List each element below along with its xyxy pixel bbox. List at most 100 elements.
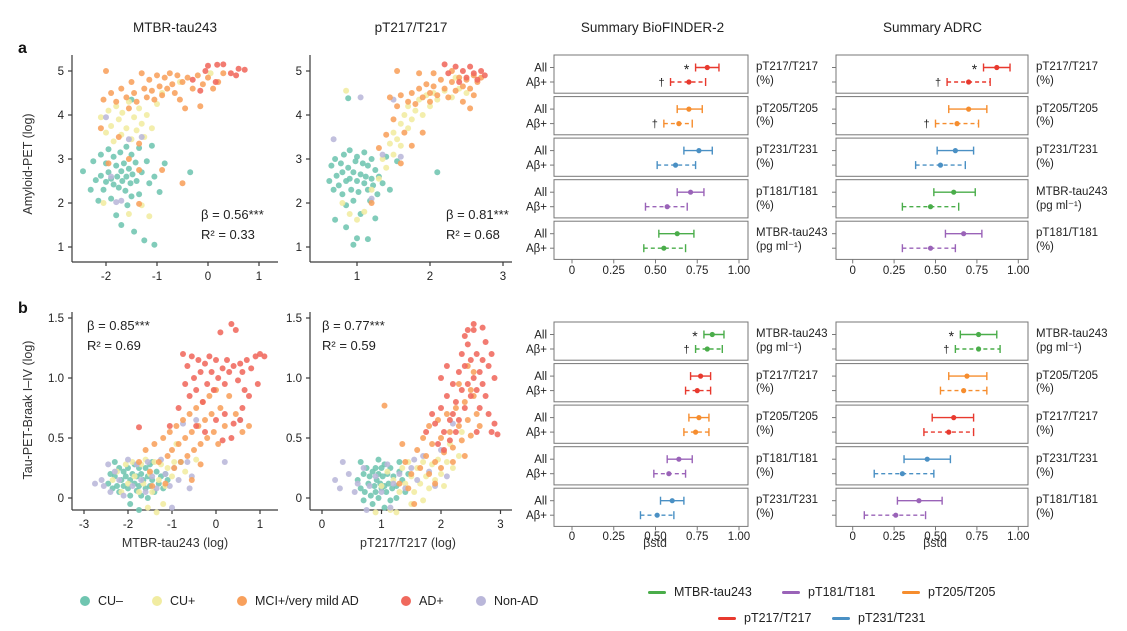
non_ad-dot-icon	[476, 596, 486, 606]
forest-row-label-pt181: pT181/T181 (%)	[756, 186, 818, 214]
biomarker-name: pT231/T231	[756, 144, 819, 157]
y-tick-label: 0	[58, 493, 64, 505]
forest-box	[553, 321, 749, 361]
x-tick-label: 1	[378, 519, 384, 531]
biomarker-unit: (%)	[1036, 157, 1054, 170]
forest-x-tick-label: 1.00	[1007, 531, 1029, 543]
legend-label: CU+	[170, 594, 196, 608]
xlabel-beta-std-adrc: βstd	[923, 536, 947, 550]
mci-dot-icon	[237, 596, 247, 606]
forest-b-biofinder2: All Aβ+ *† All Aβ+ All Aβ+ All Aβ+ All Aβ+ 0 0.25 0.5…	[526, 321, 750, 543]
significance-star: *	[692, 328, 698, 344]
r2-value: R² = 0.68	[446, 227, 500, 243]
y-tick-label: 1.0	[48, 373, 64, 385]
ylabel-amyloid-pet: Amyloid-PET (log)	[21, 113, 35, 215]
significance-dagger: †	[943, 344, 949, 356]
forest-box	[553, 137, 749, 177]
forest-row-label-pt181: pT181/T181 (%)	[1036, 494, 1098, 522]
biomarker-unit: (%)	[1036, 241, 1054, 254]
annotation-scatter-b-pt217: β = 0.77*** R² = 0.59	[322, 316, 385, 356]
legend-label: MCI+/very mild AD	[255, 594, 359, 608]
scatter-points-mci	[381, 363, 483, 507]
scatter-points-cu_minus	[80, 96, 194, 248]
legend-label: Non-AD	[494, 594, 539, 608]
y-tick-label: 1.5	[286, 313, 302, 325]
r2-value: R² = 0.59	[322, 338, 376, 354]
scatter-points-ad	[423, 321, 501, 453]
forest-box	[835, 404, 1029, 444]
r2-value: R² = 0.69	[87, 338, 141, 354]
biomarker-name: pT205/T205	[756, 411, 819, 424]
biomarker-unit: (%)	[756, 157, 774, 170]
biomarker-unit: (%)	[1036, 466, 1054, 479]
y-tick-label: 5	[58, 66, 64, 78]
title-summary-biofinder2: Summary BioFINDER-2	[580, 20, 725, 35]
scatter-points-mci	[368, 68, 485, 206]
biomarker-unit: (%)	[1036, 508, 1054, 521]
scatter-a-pt217: 1 2 3 1 2 3 4 5	[296, 55, 512, 283]
forest-x-tick-label: 0.50	[924, 265, 946, 277]
forest-row-label-mtbr: MTBR-tau243 (pg ml⁻¹)	[756, 328, 828, 356]
x-tick-label: -2	[123, 519, 133, 531]
forest-box	[553, 363, 749, 403]
x-tick-label: 3	[497, 519, 503, 531]
biomarker-unit: (%)	[756, 199, 774, 212]
row-group-label: Aβ+	[526, 427, 547, 439]
biomarker-unit: (pg ml⁻¹)	[1036, 341, 1082, 354]
row-group-label: All	[534, 187, 547, 199]
y-tick-label: 0.5	[48, 433, 64, 445]
forest-row-label-pt231: pT231/T231 (%)	[756, 144, 818, 172]
annotation-scatter-a-pt217: β = 0.81*** R² = 0.68	[446, 205, 509, 245]
biomarker-name: pT181/T181	[756, 452, 819, 465]
row-group-label: Aβ+	[526, 202, 547, 214]
row-group-label: All	[534, 371, 547, 383]
biomarker-unit: (pg ml⁻¹)	[756, 241, 802, 254]
forest-x-tick-label: 0	[849, 265, 855, 277]
forest-a-adrc: * † † 0 0.25 0.50 0.75 1.00	[832, 54, 1029, 277]
significance-star: *	[949, 328, 955, 344]
legend-item-ad: AD+	[401, 594, 444, 608]
biomarker-name: pT181/T181	[756, 185, 819, 198]
forest-row-label-pt205: pT205/T205 (%)	[1036, 370, 1098, 398]
row-group-label: Aβ+	[526, 386, 547, 398]
forest-x-tick-label: 0	[849, 531, 855, 543]
scatter-points-non_ad	[103, 114, 145, 206]
forest-row-label-pt205: pT205/T205 (%)	[1036, 103, 1098, 131]
forest-x-tick-label: 0.75	[686, 265, 708, 277]
beta-value: β = 0.85***	[87, 318, 150, 333]
xlabel-mtbr-log: MTBR-tau243 (log)	[121, 536, 229, 550]
biomarker-name: pT205/T205	[1036, 102, 1099, 115]
forest-row-label-pt217: pT217/T217 (%)	[756, 61, 818, 89]
y-tick-label: 3	[58, 154, 64, 166]
biomarker-unit: (%)	[756, 383, 774, 396]
annotation-scatter-b-mtbr: β = 0.85*** R² = 0.69	[87, 316, 150, 356]
row-group-label: All	[534, 454, 547, 466]
forest-a-biofinder2: All Aβ+ * † All Aβ+ † All Aβ+ All Aβ+ All Aβ+ 0 0.25 0.…	[526, 54, 750, 277]
significance-star: *	[972, 61, 978, 77]
biomarker-name: pT205/T205	[1036, 369, 1099, 382]
panel-letter-a: a	[18, 40, 27, 57]
forest-x-tick-label: 0.75	[686, 531, 708, 543]
forest-row-label-mtbr: MTBR-tau243 (pg ml⁻¹)	[756, 227, 828, 255]
pt181-line-icon	[782, 590, 800, 594]
forest-x-tick-label: 0.75	[966, 531, 988, 543]
forest-x-tick-label: 0	[569, 265, 575, 277]
x-tick-label: 2	[438, 519, 444, 531]
title-scatter-mtbr: MTBR-tau243	[132, 20, 218, 35]
x-tick-label: 2	[427, 271, 433, 283]
forest-row-label-pt231: pT231/T231 (%)	[1036, 453, 1098, 481]
biomarker-unit: (%)	[1036, 74, 1054, 87]
forest-row-label-pt231: pT231/T231 (%)	[756, 494, 818, 522]
significance-dagger: †	[684, 344, 690, 356]
row-group-label: All	[534, 229, 547, 241]
y-tick-label: 2	[58, 198, 64, 210]
row-group-label: All	[534, 63, 547, 75]
legend-item-pt181: pT181/T181	[782, 585, 875, 599]
forest-box	[835, 363, 1029, 403]
scatter-b-mtbr: -3 -2 -1 0 1 0 0.5 1.0 1.5	[48, 312, 278, 531]
cu_plus-dot-icon	[152, 596, 162, 606]
forest-box	[835, 220, 1029, 260]
x-tick-label: 0	[213, 519, 219, 531]
